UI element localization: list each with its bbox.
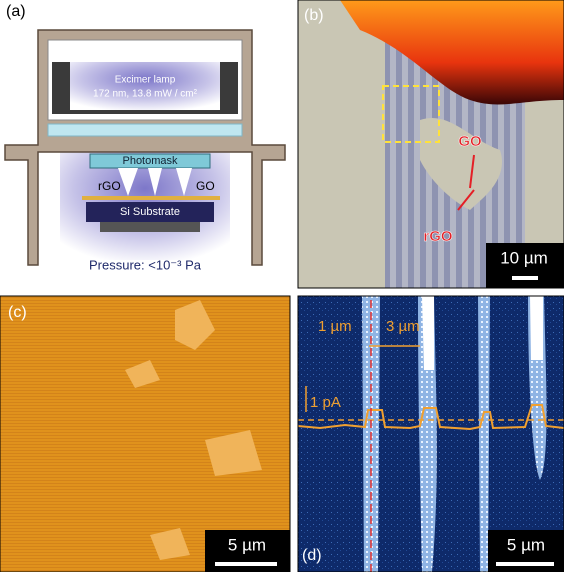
- lamp-spec: 172 nm, 13.8 mW / cm²: [93, 89, 198, 100]
- scale-bar: [496, 562, 554, 566]
- stripe-core: [530, 296, 543, 360]
- panel-d: 1 µm 3 µm 1 pA (d) 5 µm: [298, 296, 564, 572]
- panel-label: (d): [302, 547, 322, 564]
- lamp-title: Excimer lamp: [115, 75, 176, 86]
- width-label: 1 µm: [318, 318, 352, 335]
- rgo-label: rGO: [423, 228, 453, 245]
- scale-bar-label: 10 µm: [500, 248, 548, 267]
- current-label: 1 pA: [310, 394, 341, 411]
- panel-label: (c): [8, 304, 27, 321]
- panel-label: (b): [304, 7, 324, 24]
- scale-bar: [215, 562, 277, 566]
- photomask-label: Photomask: [122, 155, 178, 167]
- stage: [100, 222, 200, 232]
- panel-b: (b) GO rGO 10 µm: [298, 0, 564, 288]
- rgo-label: rGO: [98, 179, 121, 193]
- go-label: GO: [458, 133, 482, 150]
- width-label: 3 µm: [386, 318, 420, 335]
- go-label: GO: [196, 179, 215, 193]
- scale-bar: [512, 276, 538, 280]
- panel-label: (a): [6, 3, 26, 20]
- scale-bar-label: 5 µm: [228, 535, 266, 554]
- pressure-label: Pressure: <10⁻³ Pa: [89, 257, 202, 272]
- panel-a: (a) Excimer lamp 172 nm, 13.8 mW / cm² P…: [0, 0, 290, 288]
- window: [48, 124, 242, 136]
- go-film: [82, 196, 220, 200]
- stripe-core: [422, 296, 434, 370]
- figure: (a) Excimer lamp 172 nm, 13.8 mW / cm² P…: [0, 0, 564, 572]
- panel-c: (c) 5 µm: [0, 296, 290, 572]
- lamp: [70, 62, 220, 110]
- scale-bar-label: 5 µm: [507, 535, 545, 554]
- substrate-label: Si Substrate: [120, 206, 180, 218]
